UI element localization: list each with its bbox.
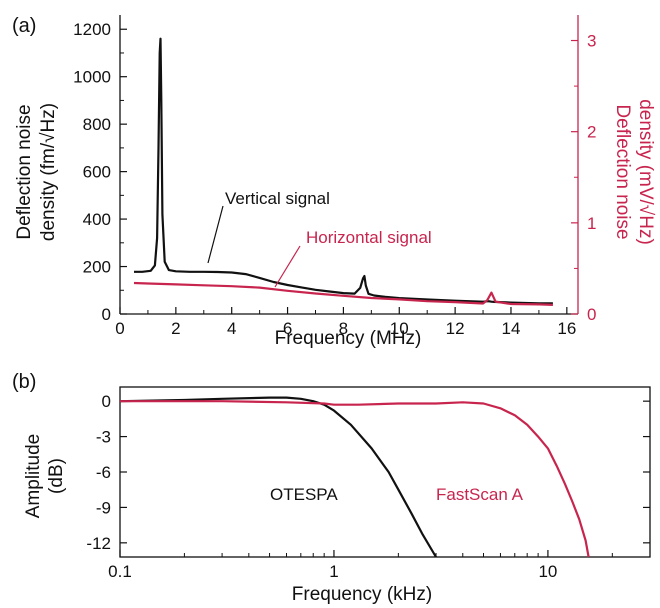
panel-a-x-tick-label: 2 xyxy=(171,319,180,338)
panel-b-label: (b) xyxy=(12,371,36,393)
vertical-signal-label: Vertical signal xyxy=(225,189,330,208)
panel-a-x-tick-label: 8 xyxy=(339,319,348,338)
panel-b-x-axis-title: Frequency (kHz) xyxy=(292,584,432,605)
panel-a-x-axis-title: Frequency (MHz) xyxy=(275,328,422,349)
panel-a-y-tick-label: 1200 xyxy=(73,20,111,39)
panel-b-y-tick-label: 0 xyxy=(102,392,111,411)
horizontal-signal-label: Horizontal signal xyxy=(306,228,432,247)
panel-b-y-tick-label: -9 xyxy=(96,498,111,517)
panel-b-axes: 0.1 1 10 0 -3 -6 -9 -12 xyxy=(86,386,651,581)
panel-b-x-tick-label: 10 xyxy=(538,562,557,581)
panel-a-y2-axis-title-line-1: Deflection noise xyxy=(612,104,633,239)
panel-a-x-tick-label: 4 xyxy=(227,319,236,338)
panel-a-y-tick-label: 800 xyxy=(83,115,111,134)
panel-b-series xyxy=(119,396,590,558)
panel-b-series-fastscan-a-line xyxy=(120,400,590,558)
panel-a-y-tick-label: 1000 xyxy=(73,68,111,87)
panel-a-y2-axis-title-line-2: density (mV/√Hz) xyxy=(635,99,656,245)
panel-b-y-axis-title-line-1: Amplitude xyxy=(23,434,44,519)
panel-a-y-tick-label: 200 xyxy=(83,258,111,277)
horizontal-signal-leader-line xyxy=(274,245,301,288)
panel-a-y-tick-label: 600 xyxy=(83,163,111,182)
panel-a-x-tick-label: 0 xyxy=(115,319,124,338)
panel-b-y-axis-title-line-2: (dB) xyxy=(46,458,67,494)
panel-a-x-tick-label: 10 xyxy=(390,319,409,338)
fastscan-a-label: FastScan A xyxy=(436,485,524,504)
panel-a-y-tick-label: 0 xyxy=(102,305,111,324)
panel-a: (a) 0 2 4 6 8 10 12 14 1602004006008001000120001… xyxy=(12,15,656,349)
panel-b-x-tick-label: 1 xyxy=(329,562,338,581)
panel-b-y-tick-label: -6 xyxy=(96,463,111,482)
panel-b-y-tick-label: -3 xyxy=(96,428,111,447)
panel-b-series-otespa-line xyxy=(119,396,437,558)
panel-a-y-axis-title-line-2: density (fm/√Hz) xyxy=(38,103,59,241)
panel-a-y2-tick-label: 0 xyxy=(587,305,596,324)
panel-a-series xyxy=(133,37,553,306)
panel-a-x-tick-label: 6 xyxy=(283,319,292,338)
panel-a-y2-tick-label: 3 xyxy=(587,32,596,51)
panel-b-y-tick-label: -12 xyxy=(86,534,111,553)
panel-a-series-horizontal-signal-line xyxy=(133,281,553,306)
panel-a-y-tick-label: 400 xyxy=(83,210,111,229)
panel-a-y2-tick-label: 2 xyxy=(587,123,596,142)
panel-b: (b) 0.1 1 10 0 -3 -6 -9 -12 Frequency (kHz) Amp… xyxy=(12,371,651,605)
panel-a-x-tick-label: 16 xyxy=(557,319,576,338)
panel-a-series-vertical-signal-line xyxy=(134,37,553,305)
panel-a-label: (a) xyxy=(12,15,36,37)
vertical-signal-leader-line xyxy=(207,205,224,264)
panel-a-y-axis-title-line-1: Deflection noise xyxy=(14,104,35,239)
panel-b-x-tick-label: 0.1 xyxy=(108,562,132,581)
otespa-label: OTESPA xyxy=(270,485,338,504)
panel-a-x-tick-label: 12 xyxy=(446,319,465,338)
panel-a-y2-tick-label: 1 xyxy=(587,214,596,233)
panel-b-plot-frame xyxy=(119,386,651,558)
panel-a-x-tick-label: 14 xyxy=(502,319,521,338)
